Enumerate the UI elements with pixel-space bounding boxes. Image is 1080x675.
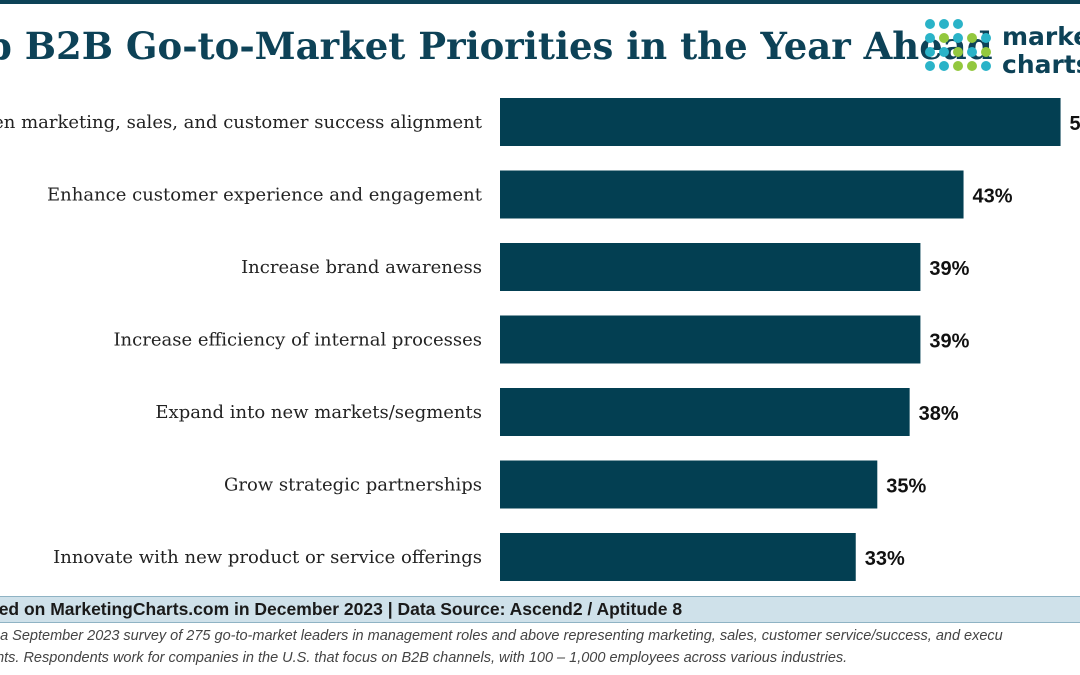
bar-3 [500,243,921,291]
value-label-6: 35% [886,476,926,498]
category-label-4: Increase efficiency of internal processe… [113,330,482,351]
logo-dot-16 [953,61,963,71]
value-label-3: 39% [929,258,969,280]
logo-dot-15 [939,61,949,71]
logo-dot-8 [981,33,991,43]
logo-text-line1: marke [1002,22,1080,51]
logo-dot-17 [967,61,977,71]
value-label-5: 38% [919,403,959,425]
bar-7 [500,533,856,581]
bar-1 [500,98,1061,146]
bar-6 [500,460,878,509]
value-label-1: 52% [1070,113,1080,135]
logo-dot-3 [953,19,963,29]
footer-note-line1: n a September 2023 survey of 275 go-to-m… [0,628,1003,644]
logo-dot-2 [939,19,949,29]
category-label-2: Enhance customer experience and engageme… [47,185,483,206]
logo-dot-4 [925,33,935,43]
value-label-2: 43% [973,186,1013,208]
logo-dot-12 [967,47,977,57]
bar-chart: then marketing, sales, and customer succ… [0,98,1080,581]
bar-5 [500,388,910,436]
logo-text-line2: charts [1002,50,1080,79]
logo-dot-11 [953,47,963,57]
category-label-7: Innovate with new product or service off… [53,547,482,568]
logo-dot-1 [925,19,935,29]
value-label-7: 33% [865,548,905,570]
chart-title: p B2B Go-to-Market Priorities in the Yea… [0,24,993,68]
category-label-3: Increase brand awareness [241,257,482,278]
top-rule [0,0,1080,4]
logo-dot-10 [939,47,949,57]
category-label-1: then marketing, sales, and customer succ… [0,112,483,133]
footer-note-line2: ents. Respondents work for companies in … [0,650,848,666]
category-label-6: Grow strategic partnerships [224,475,482,496]
logo-dot-14 [925,61,935,71]
logo-dot-18 [981,61,991,71]
marketcharts-logo-icon [925,19,991,71]
footer-source: ned on MarketingCharts.com in December 2… [0,599,683,619]
logo-dot-6 [953,33,963,43]
value-label-4: 39% [929,331,969,353]
logo-dot-9 [925,47,935,57]
bar-2 [500,170,964,219]
category-label-5: Expand into new markets/segments [155,402,482,423]
logo-dot-13 [981,47,991,57]
bar-4 [500,315,921,364]
logo-dot-5 [939,33,949,43]
footer-band [0,596,1080,623]
logo-dot-7 [967,33,977,43]
